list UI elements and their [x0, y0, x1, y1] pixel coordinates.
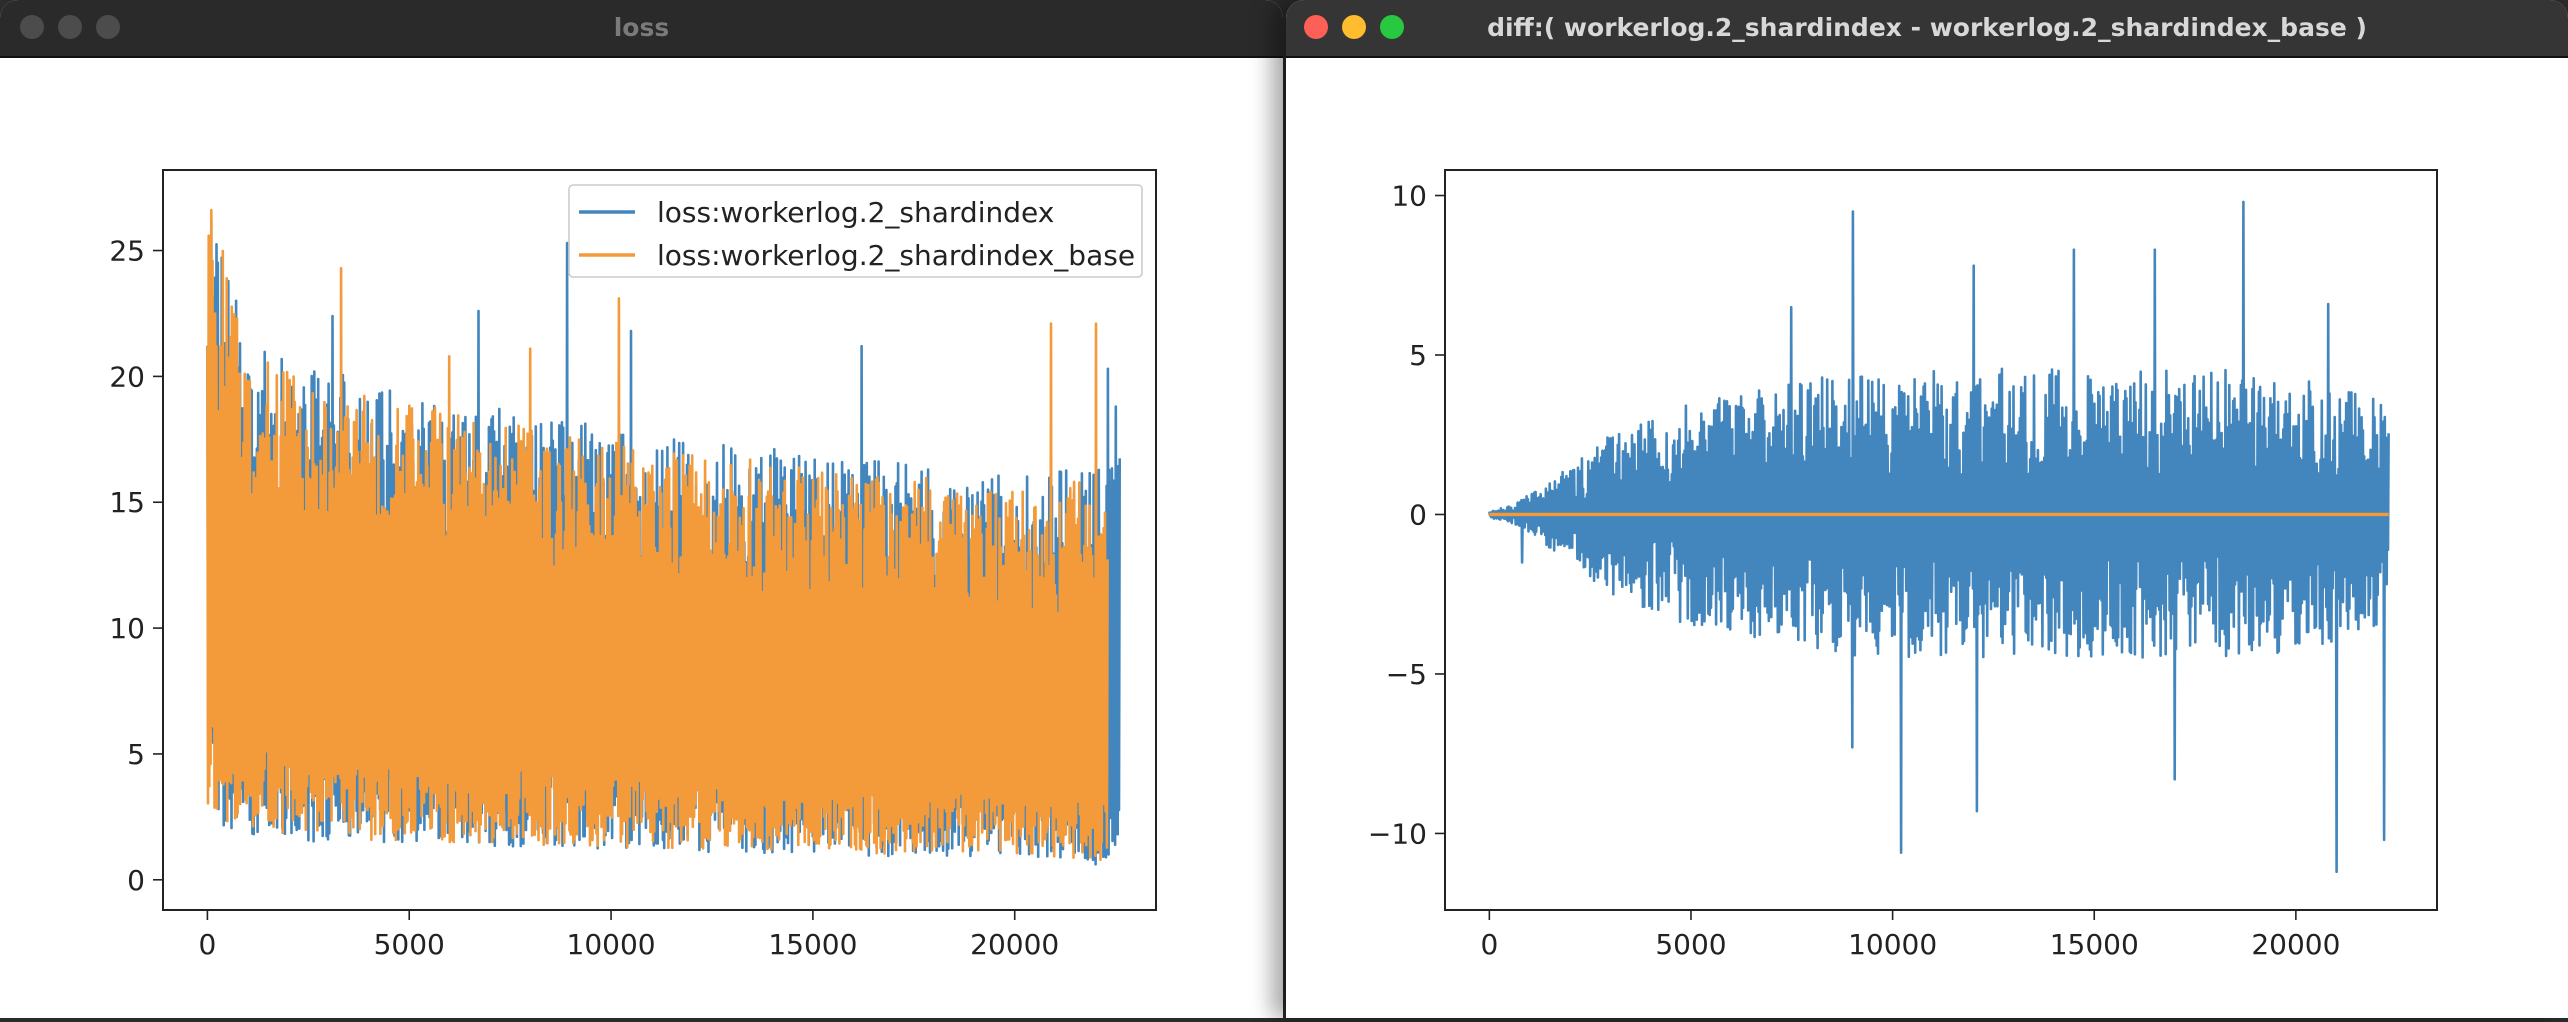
maximize-window-icon[interactable] — [1380, 15, 1404, 39]
diff-xtick-label: 15000 — [2050, 928, 2139, 961]
diff-ytick-label: 0 — [1409, 498, 1427, 531]
loss-ytick-label: 15 — [109, 486, 145, 519]
diff-window-titlebar[interactable]: diff:( workerlog.2_shardindex - workerlo… — [1286, 0, 2568, 58]
legend-label: loss:workerlog.2_shardindex — [657, 196, 1054, 229]
loss-ytick-label: 5 — [127, 738, 145, 771]
window-title: loss — [613, 13, 670, 42]
diff-xtick-label: 10000 — [1848, 928, 1937, 961]
window-title: diff:( workerlog.2_shardindex - workerlo… — [1487, 13, 2367, 42]
diff-ytick-label: 5 — [1409, 339, 1427, 372]
loss-xtick-label: 0 — [198, 928, 216, 961]
series-line-diff — [1488, 200, 2390, 873]
series-line-shardindex-base — [206, 208, 1109, 861]
maximize-window-icon[interactable] — [96, 15, 120, 39]
loss-plot-frame — [162, 169, 1157, 911]
loss-ytick-label: 20 — [109, 360, 145, 393]
diff-xtick-label: 5000 — [1655, 928, 1726, 961]
loss-ytick-label: 0 — [127, 864, 145, 897]
minimize-window-icon[interactable] — [58, 15, 82, 39]
legend-label: loss:workerlog.2_shardindex_base — [657, 239, 1135, 272]
loss-xtick-label: 20000 — [970, 928, 1059, 961]
minimize-window-icon[interactable] — [1342, 15, 1366, 39]
legend: loss:workerlog.2_shardindex loss:workerlo… — [568, 184, 1143, 278]
loss-xtick-label: 5000 — [374, 928, 445, 961]
legend-box — [568, 184, 1143, 278]
loss-ytick-label: 10 — [109, 612, 145, 645]
loss-xtick-label: 15000 — [768, 928, 857, 961]
diff-ytick-label: 10 — [1391, 180, 1427, 213]
diff-xtick-label: 0 — [1480, 928, 1498, 961]
diff-ytick-label: −10 — [1368, 817, 1427, 850]
diff-xtick-label: 20000 — [2251, 928, 2340, 961]
close-window-icon[interactable] — [20, 15, 44, 39]
diff-chart: 0 5000 10000 15000 20000 −10 −5 0 5 10 — [1368, 169, 2438, 961]
loss-chart: 0 5000 10000 15000 20000 0 5 10 15 20 25 loss:worke… — [109, 169, 1157, 961]
diff-ytick-label: −5 — [1386, 658, 1427, 691]
diff-window: diff:( workerlog.2_shardindex - workerlo… — [1286, 0, 2568, 1018]
diff-plot-frame — [1444, 169, 2438, 911]
loss-ytick-label: 25 — [109, 235, 145, 268]
loss-window: loss 0 5000 10000 15000 20000 0 5 10 15 20 25 loss:… — [0, 0, 1283, 1018]
loss-window-titlebar[interactable]: loss — [0, 0, 1283, 58]
loss-xtick-label: 10000 — [567, 928, 656, 961]
close-window-icon[interactable] — [1304, 15, 1328, 39]
